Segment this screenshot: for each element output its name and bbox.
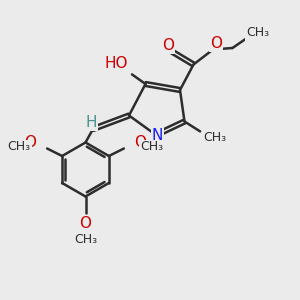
Text: H: H: [86, 115, 97, 130]
Text: N: N: [152, 128, 163, 142]
Text: CH₃: CH₃: [140, 140, 163, 154]
Text: O: O: [162, 38, 174, 53]
Text: O: O: [210, 36, 222, 51]
Text: CH₃: CH₃: [203, 131, 226, 144]
Text: HO: HO: [104, 56, 128, 71]
Text: O: O: [25, 135, 37, 150]
Text: CH₃: CH₃: [246, 26, 269, 40]
Text: CH₃: CH₃: [8, 140, 31, 154]
Text: O: O: [134, 135, 146, 150]
Text: O: O: [80, 216, 92, 231]
Text: CH₃: CH₃: [74, 233, 97, 246]
